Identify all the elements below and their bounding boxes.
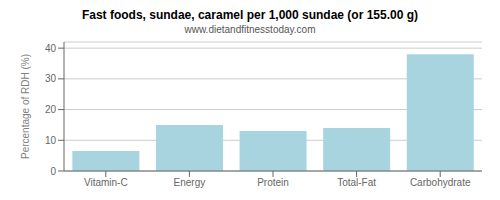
svg-text:Energy: Energy [174, 177, 206, 188]
svg-text:Vitamin-C: Vitamin-C [84, 177, 128, 188]
html-text:www.dietandfitnesstoday.com: www.dietandfitnesstoday.com [184, 24, 316, 35]
svg-text:Protein: Protein [257, 177, 289, 188]
html-text:Fast foods, sundae, caramel pe: Fast foods, sundae, caramel per 1,000 su… [81, 8, 419, 22]
svg-text:20: 20 [45, 104, 57, 115]
svg-text:Percentage of RDH (%): Percentage of RDH (%) [20, 54, 31, 159]
svg-text:0: 0 [50, 166, 56, 177]
svg-text:10: 10 [45, 135, 57, 146]
svg-text:30: 30 [45, 73, 57, 84]
svg-text:Carbohydrate: Carbohydrate [410, 177, 471, 188]
svg-text:Total-Fat: Total-Fat [337, 177, 376, 188]
svg-text:40: 40 [45, 43, 57, 54]
